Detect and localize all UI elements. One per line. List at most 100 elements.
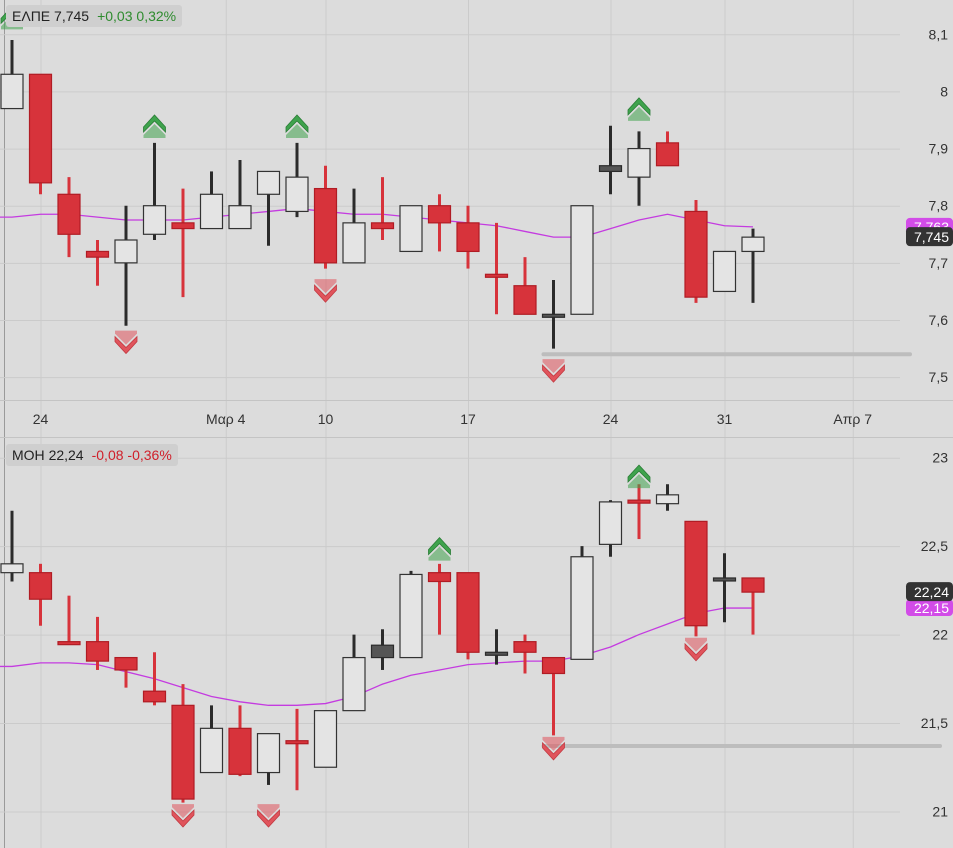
- last-price-label-text: 22,24: [914, 584, 949, 600]
- candle: [570, 546, 594, 660]
- candle: [598, 500, 623, 557]
- chevron-down-tail: [172, 804, 194, 819]
- candle-body: [114, 239, 138, 264]
- last-price-label: 7,745: [906, 227, 953, 247]
- candle-body: [427, 572, 452, 583]
- y-tick-label: 22: [932, 627, 948, 643]
- candle-body: [541, 656, 566, 675]
- panel-2-change: -0,08 -0,36%: [92, 447, 172, 463]
- chevron-up-tail: [286, 124, 308, 138]
- candle: [171, 684, 195, 803]
- last-price-label-text: 7,745: [914, 229, 949, 245]
- candle: [484, 629, 509, 665]
- panel-1-change: +0,03 0,32%: [97, 8, 176, 24]
- candle: [741, 577, 765, 635]
- panel-2-price: 22,24: [48, 447, 84, 463]
- sell-signal-arrow-icon: [684, 637, 708, 662]
- chevron-up-icon: [627, 97, 651, 116]
- chevron-down-icon: [114, 335, 138, 355]
- panel-2-header: ΜΟΗ 22,24 -0,08 -0,36%: [6, 444, 178, 466]
- chevron-up-icon: [627, 464, 651, 484]
- candle-body: [85, 250, 110, 258]
- candle-body: [370, 644, 395, 659]
- candle: [228, 705, 252, 777]
- panel-1-change-abs: +0,03: [97, 8, 133, 24]
- candle-body: [342, 656, 366, 712]
- ma-value-label: 22,15: [906, 599, 953, 617]
- candle: [85, 240, 110, 286]
- candle-body: [0, 563, 24, 574]
- moving-average-line: [0, 207, 754, 238]
- buy-signal-arrow-icon: [428, 537, 451, 561]
- candle: [256, 733, 281, 785]
- candle-body: [513, 285, 537, 315]
- candle: [256, 170, 281, 246]
- y-tick-label: 7,6: [929, 312, 949, 328]
- candle: [342, 188, 366, 264]
- candle-body: [28, 572, 53, 600]
- candle: [399, 570, 423, 659]
- candle: [313, 710, 338, 768]
- candle-body: [684, 210, 708, 298]
- candle-body: [627, 147, 651, 178]
- candle-body: [199, 727, 224, 774]
- candle-body: [712, 250, 737, 293]
- x-axis-label: 31: [717, 411, 733, 427]
- candle-body: [399, 205, 423, 253]
- moving-average-line: [0, 607, 753, 706]
- candle: [199, 705, 224, 774]
- candle: [0, 40, 24, 110]
- candle: [114, 656, 138, 688]
- panel-1-symbol-price: ΕΛΠΕ 7,745: [12, 8, 89, 24]
- x-axis-label: 24: [33, 411, 49, 427]
- candle-body: [370, 222, 395, 230]
- chevron-up-tail: [628, 474, 650, 489]
- candle-body: [712, 577, 737, 582]
- candle-body: [570, 556, 594, 660]
- sell-signal-arrow-icon: [314, 279, 337, 303]
- candle: [114, 205, 138, 326]
- panel-2-change-abs: -0,08: [91, 447, 124, 463]
- candle-body: [484, 651, 509, 656]
- candle: [28, 563, 53, 626]
- chevron-down-tail: [685, 637, 707, 652]
- candle-body: [228, 727, 252, 775]
- candle: [456, 205, 480, 269]
- candle-body: [655, 494, 680, 505]
- candle-body: [85, 641, 110, 662]
- candle-body: [28, 73, 53, 184]
- x-axis-label: Μαρ 4: [206, 411, 246, 427]
- panel-2-symbol-price: ΜΟΗ 22,24: [12, 447, 84, 463]
- candle-body: [570, 205, 594, 315]
- ma-value-label-text: 22,15: [914, 600, 949, 616]
- chevron-down-icon: [257, 809, 280, 828]
- buy-signal-arrow-icon: [143, 114, 166, 138]
- ma-value-label-bg: [906, 599, 953, 617]
- candle: [570, 205, 594, 315]
- candle-body: [199, 193, 224, 230]
- y-tick-label: 8,1: [929, 26, 949, 42]
- y-tick-label: 8: [940, 83, 948, 99]
- candle-body: [513, 641, 537, 653]
- candle-body: [598, 501, 623, 545]
- x-axis-label: 10: [318, 411, 334, 427]
- chevron-down-tail: [115, 330, 137, 345]
- y-tick-label: 7,8: [929, 198, 949, 214]
- candle-body: [256, 733, 281, 774]
- candle: [484, 222, 509, 315]
- last-price-label-bg: [906, 582, 953, 602]
- candle-body: [256, 170, 281, 195]
- candle-body: [285, 740, 309, 745]
- candle: [285, 142, 309, 218]
- chevron-down-tail: [257, 804, 280, 819]
- candle-body: [456, 222, 480, 253]
- candle: [370, 177, 395, 240]
- candle: [28, 73, 53, 195]
- y-tick-label: 21,5: [921, 715, 948, 731]
- y-tick-label: 7,5: [929, 369, 949, 385]
- candle-body: [114, 656, 138, 671]
- candle-body: [456, 572, 480, 653]
